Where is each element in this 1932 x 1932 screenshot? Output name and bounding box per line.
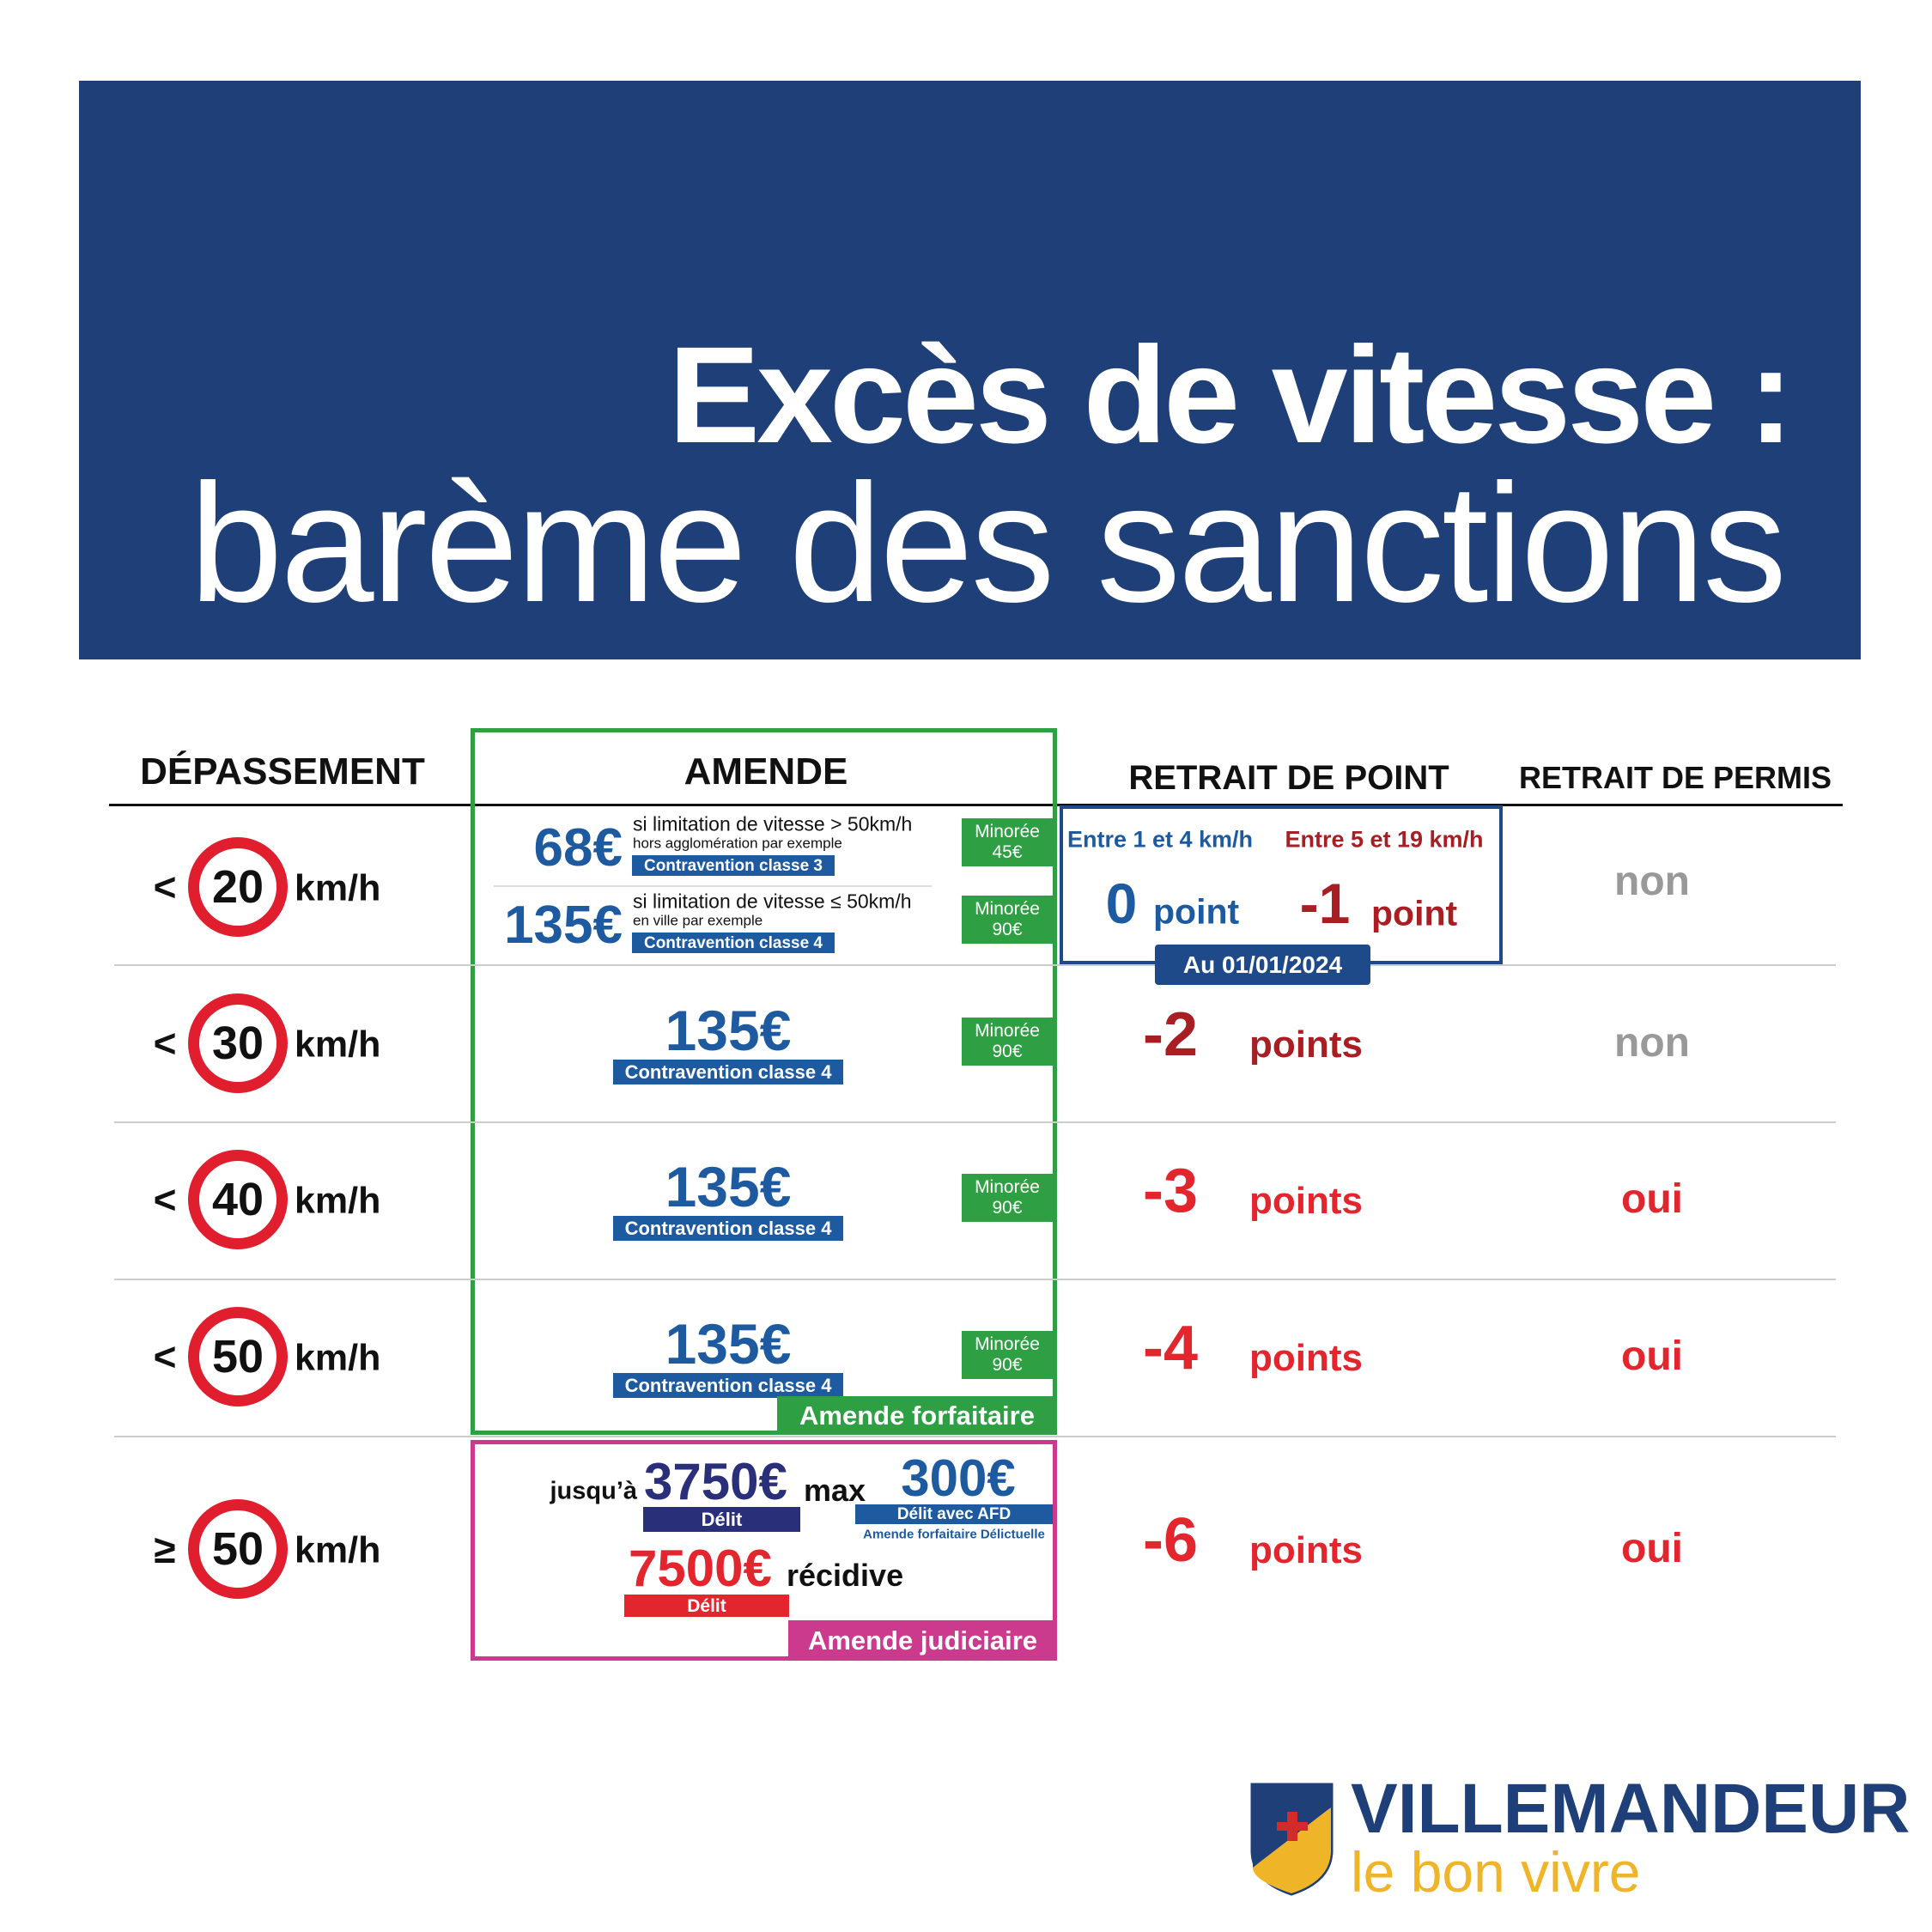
fine-amount: 135€ xyxy=(665,999,792,1062)
fine-class: Contravention classe 4 xyxy=(613,1373,843,1398)
column-header: RETRAIT DE POINT xyxy=(1128,759,1449,797)
speed-operator: < xyxy=(153,1021,177,1066)
column-header: RETRAIT DE PERMIS xyxy=(1518,760,1832,795)
column-header: AMENDE xyxy=(683,750,848,793)
fine-type: Délit xyxy=(643,1507,800,1532)
fine-example: hors agglomération par exemple xyxy=(633,835,842,852)
licence-withdrawal: non xyxy=(1614,859,1690,904)
row-divider xyxy=(114,964,1836,966)
fine-amount: 68€ xyxy=(533,818,623,878)
licence-withdrawal: non xyxy=(1614,1020,1690,1066)
points-value: -4 xyxy=(1142,1314,1198,1382)
fine-amount: 135€ xyxy=(665,1155,792,1218)
licence-withdrawal: oui xyxy=(1621,1526,1683,1571)
points-unit: points xyxy=(1249,1529,1363,1571)
reduced-text: 90€ xyxy=(992,920,1023,939)
fine-condition: si limitation de vitesse > 50km/h xyxy=(633,812,913,835)
reduced-fine: Minorée 90€ xyxy=(962,1331,1053,1379)
speed-unit: km/h xyxy=(295,867,381,909)
fine-prefix: jusqu’à xyxy=(550,1477,637,1505)
box-label: Amende judiciaire xyxy=(788,1620,1057,1661)
speed-operator: < xyxy=(153,865,177,909)
shield-icon xyxy=(1250,1783,1334,1896)
speed-operator: ≥ xyxy=(154,1527,176,1571)
licence-withdrawal: oui xyxy=(1621,1176,1683,1222)
reduced-fine: Minorée 45€ xyxy=(962,818,1053,866)
points-value: -1 xyxy=(1299,872,1351,935)
points-value: -2 xyxy=(1142,1000,1198,1069)
fixed-fine-box xyxy=(471,728,1057,1435)
points-unit: point xyxy=(1153,891,1240,932)
fine-separator xyxy=(494,885,932,887)
fine-class: Contravention classe 3 xyxy=(632,855,835,876)
speed-limit: 20 xyxy=(211,861,264,913)
reduced-text: 90€ xyxy=(992,1198,1023,1218)
fine-amount: 300€ xyxy=(901,1449,1016,1507)
fine-class: Contravention classe 4 xyxy=(632,933,835,953)
speed-limit: 50 xyxy=(211,1523,264,1575)
fine-note: Amende forfaitaire Délictuelle xyxy=(863,1527,1045,1542)
reduced-text: 90€ xyxy=(992,1042,1023,1061)
reduced-text: Minorée xyxy=(975,1176,1040,1197)
fine-class: Contravention classe 4 xyxy=(613,1216,843,1241)
speed-limit: 50 xyxy=(211,1331,264,1382)
points-value: 0 xyxy=(1105,872,1138,935)
banner xyxy=(79,81,1861,659)
fine-suffix: récidive xyxy=(787,1558,904,1593)
judicial-fine-box xyxy=(471,1440,1057,1661)
column-header: DÉPASSEMENT xyxy=(140,750,425,793)
speed-unit: km/h xyxy=(295,1180,381,1222)
fine-suffix: max xyxy=(804,1473,866,1508)
subtitle: barème des sanctions xyxy=(189,449,1787,637)
row-divider xyxy=(114,1121,1836,1123)
points-value: -3 xyxy=(1142,1157,1198,1225)
points-unit: points xyxy=(1249,1337,1363,1379)
fine-type: Délit xyxy=(624,1595,789,1617)
title: Excès de vitesse : xyxy=(668,318,1794,471)
effective-date: Au 01/01/2024 xyxy=(1155,945,1370,985)
reduced-text: Minorée xyxy=(975,1334,1040,1354)
speed-unit: km/h xyxy=(295,1337,381,1379)
speed-unit: km/h xyxy=(295,1024,381,1066)
points-range: Entre 5 et 19 km/h xyxy=(1285,826,1484,853)
reduced-text: Minorée xyxy=(975,898,1040,919)
speed-unit: km/h xyxy=(295,1529,381,1571)
fine-amount: 135€ xyxy=(665,1312,792,1376)
licence-withdrawal: oui xyxy=(1621,1334,1683,1379)
reduced-fine: Minorée 90€ xyxy=(962,1174,1053,1222)
reduced-text: 45€ xyxy=(992,842,1023,862)
reduced-text: Minorée xyxy=(975,1020,1040,1041)
fine-example: en ville par exemple xyxy=(633,912,763,929)
row-divider xyxy=(114,1436,1836,1437)
fine-amount: 7500€ xyxy=(629,1540,772,1597)
reduced-text: 90€ xyxy=(992,1355,1023,1375)
points-unit: points xyxy=(1249,1180,1363,1222)
fine-amount: 135€ xyxy=(504,896,623,955)
logo-name: VILLEMANDEUR xyxy=(1351,1770,1911,1848)
speed-limit: 30 xyxy=(211,1018,264,1069)
fine-condition: si limitation de vitesse ≤ 50km/h xyxy=(633,890,912,913)
fine-type: Délit avec AFD xyxy=(855,1504,1053,1524)
header-rule xyxy=(109,804,1843,806)
fine-class: Contravention classe 4 xyxy=(613,1060,843,1084)
speed-operator: < xyxy=(153,1334,177,1379)
speed-limit: 40 xyxy=(211,1174,264,1225)
logo-shield xyxy=(1249,1782,1334,1896)
reduced-fine: Minorée 90€ xyxy=(962,896,1053,944)
points-value: -6 xyxy=(1142,1506,1198,1575)
logo-tagline: le bon vivre xyxy=(1351,1840,1641,1904)
speed-operator: < xyxy=(153,1177,177,1222)
row-divider xyxy=(114,1279,1836,1280)
points-unit: points xyxy=(1249,1024,1363,1066)
fine-amount: 3750€ xyxy=(644,1453,787,1510)
reduced-text: Minorée xyxy=(975,821,1040,841)
box-label: Amende forfaitaire xyxy=(777,1396,1057,1435)
reduced-fine: Minorée 90€ xyxy=(962,1018,1053,1066)
points-range: Entre 1 et 4 km/h xyxy=(1066,826,1254,853)
points-unit: point xyxy=(1371,893,1458,933)
